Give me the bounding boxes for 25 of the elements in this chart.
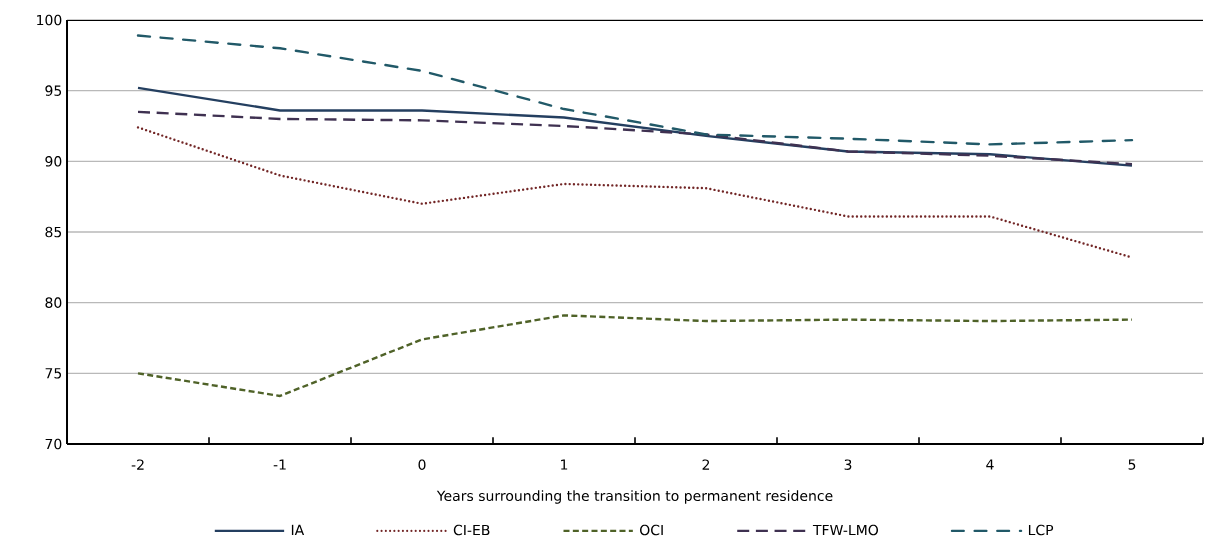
legend-label: LCP xyxy=(1028,524,1054,536)
y-tick-label: 85 xyxy=(45,226,62,238)
x-tick-label: -2 xyxy=(131,459,144,470)
y-tick-label: 95 xyxy=(45,85,62,96)
y-tick-label: 80 xyxy=(45,297,62,308)
legend-label: TFW-LMO xyxy=(812,524,879,536)
legend-label: IA xyxy=(291,524,305,536)
y-tick-label: 90 xyxy=(45,156,62,167)
line-series xyxy=(136,314,1134,398)
x-tick-label: 5 xyxy=(1128,459,1136,470)
x-tick-label: 1 xyxy=(561,459,568,470)
line-series xyxy=(136,86,1134,167)
y-tick-label: 100 xyxy=(37,14,62,26)
y-tick-label: 75 xyxy=(45,368,62,379)
x-tick-label: 4 xyxy=(986,459,994,470)
x-tick-label: 0 xyxy=(418,459,426,470)
line-series xyxy=(136,34,1134,146)
x-tick-label: 3 xyxy=(844,459,852,470)
legend-label: OCI xyxy=(640,524,663,536)
legend-label: CI-EB xyxy=(453,524,490,536)
y-tick-label: 70 xyxy=(45,438,62,450)
x-axis-title: Years surrounding the transition to permanent residence xyxy=(436,490,833,504)
x-tick-label: -1 xyxy=(273,459,286,470)
line-series xyxy=(136,110,1134,166)
x-tick-label: 2 xyxy=(702,459,710,470)
